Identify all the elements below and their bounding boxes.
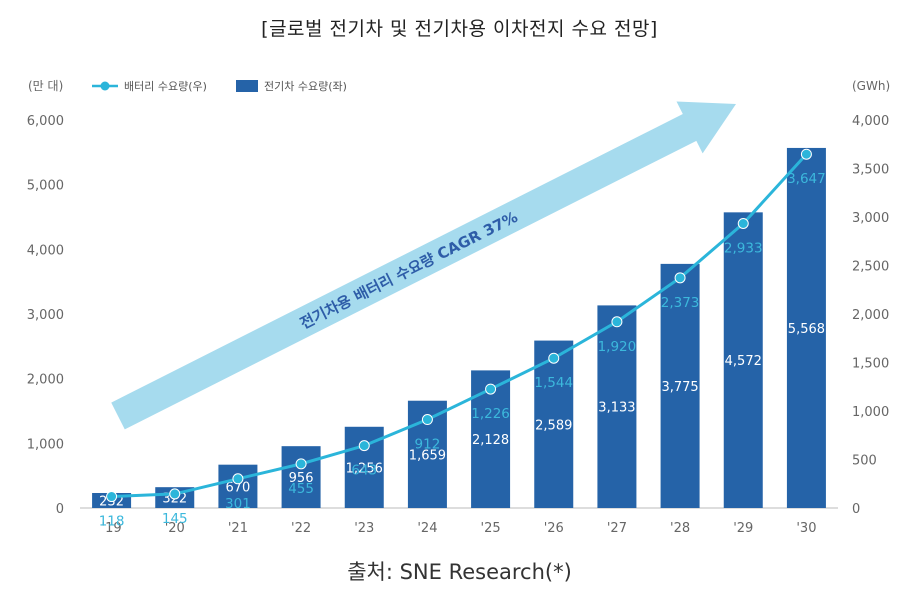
battery-demand-label: 2,933 [724, 240, 763, 256]
battery-demand-label: 145 [162, 511, 188, 527]
legend-line-label: 배터리 수요량(우) [124, 80, 207, 93]
right-tick-label: 500 [852, 454, 877, 469]
left-tick-label: 6,000 [27, 114, 64, 129]
battery-demand-label: 3,647 [787, 171, 826, 187]
left-tick-label: 3,000 [27, 308, 64, 323]
chart-title: [글로벌 전기차 및 전기차용 이차전지 수요 전망] [261, 18, 658, 40]
battery-demand-point [800, 148, 812, 160]
ev-demand-label: 1,256 [346, 461, 383, 476]
right-tick-label: 4,000 [852, 114, 889, 129]
battery-demand-label: 118 [99, 514, 125, 530]
left-tick-label: 0 [56, 502, 64, 517]
ev-demand-label: 4,572 [725, 354, 762, 369]
x-tick-label: '30 [796, 521, 816, 536]
axes: 0 1,000 2,000 3,000 4,000 5,000 6,000 0 500 1,000… [27, 79, 890, 536]
battery-demand-point [169, 488, 181, 500]
right-tick-label: 3,000 [852, 211, 889, 226]
legend-bar-swatch [236, 80, 258, 92]
battery-demand-point [674, 272, 686, 284]
battery-line: 118 145 301 455 643 912 1,226 1,544 1,920 2,373 2,… [99, 148, 826, 530]
left-tick-label: 1,000 [27, 437, 64, 452]
cagr-arrow: 전기차용 배터리 수요량 CAGR 37% [111, 101, 737, 430]
legend: 배터리 수요량(우) 전기차 수요량(좌) [92, 80, 347, 93]
battery-demand-label: 643 [351, 463, 377, 479]
left-tick-label: 4,000 [27, 243, 64, 258]
source-note: 출처: SNE Research(*) [347, 560, 572, 584]
x-tick-label: '23 [354, 521, 374, 536]
battery-demand-label: 912 [415, 437, 441, 453]
x-tick-label: '29 [733, 521, 753, 536]
left-tick-label: 2,000 [27, 373, 64, 388]
ev-demand-bar [597, 305, 637, 508]
x-tick-label: '20 [165, 521, 185, 536]
cagr-arrow-layer: 전기차용 배터리 수요량 CAGR 37% [111, 101, 737, 430]
battery-demand-point [737, 217, 749, 229]
right-tick-label: 1,500 [852, 357, 889, 372]
battery-demand-label: 1,544 [534, 375, 573, 391]
ev-demand-label: 670 [226, 480, 251, 495]
ev-demand-label: 956 [289, 471, 314, 486]
ev-demand-bar [723, 212, 763, 508]
right-tick-label: 3,500 [852, 163, 889, 178]
x-tick-label: '25 [481, 521, 501, 536]
right-tick-label: 2,500 [852, 260, 889, 275]
x-tick-label: '28 [670, 521, 690, 536]
ev-demand-bar [218, 464, 258, 508]
left-tick-label: 5,000 [27, 179, 64, 194]
x-tick-label: '19 [102, 521, 122, 536]
x-tick-label: '26 [544, 521, 564, 536]
right-tick-label: 2,000 [852, 308, 889, 323]
battery-demand-point [232, 473, 244, 485]
ev-demand-label: 3,133 [598, 401, 635, 416]
battery-demand-point [421, 414, 433, 426]
ev-demand-label: 3,775 [661, 380, 698, 395]
x-tick-label: '24 [417, 521, 437, 536]
battery-demand-point [106, 491, 118, 503]
battery-demand-label: 1,920 [598, 339, 637, 355]
right-tick-label: 0 [852, 502, 860, 517]
cagr-annotation: 전기차용 배터리 수요량 CAGR 37% [297, 208, 521, 333]
x-tick-label: '21 [228, 521, 248, 536]
bars: 2323226709561,2561,6592,1282,5893,1333,7… [92, 147, 826, 509]
left-axis-unit: (만 대) [28, 79, 63, 93]
battery-demand-point [485, 383, 497, 395]
cagr-arrow-shape [111, 101, 737, 430]
legend-bar-label: 전기차 수요량(좌) [264, 80, 347, 93]
ev-demand-bar [534, 340, 574, 508]
battery-demand-label: 1,226 [471, 406, 510, 422]
ev-demand-bar [786, 147, 826, 508]
x-tick-label: '22 [291, 521, 311, 536]
battery-demand-point [548, 352, 560, 364]
battery-demand-point [611, 316, 623, 328]
ev-demand-bar [660, 263, 700, 508]
ev-demand-label: 5,568 [788, 322, 825, 337]
ev-demand-label: 2,128 [472, 433, 509, 448]
x-tick-label: '27 [607, 521, 627, 536]
battery-demand-point [295, 458, 307, 470]
right-axis-unit: (GWh) [852, 79, 890, 93]
ev-demand-label: 2,589 [535, 418, 572, 433]
battery-demand-label: 455 [288, 481, 314, 497]
legend-line-marker [100, 81, 110, 91]
battery-demand-label: 301 [225, 496, 251, 512]
battery-demand-point [358, 440, 370, 452]
right-tick-label: 1,000 [852, 405, 889, 420]
battery-demand-line [111, 153, 808, 499]
ev-demand-label: 1,659 [409, 448, 446, 463]
battery-demand-label: 2,373 [661, 295, 700, 311]
ev-demand-bar [281, 446, 321, 508]
